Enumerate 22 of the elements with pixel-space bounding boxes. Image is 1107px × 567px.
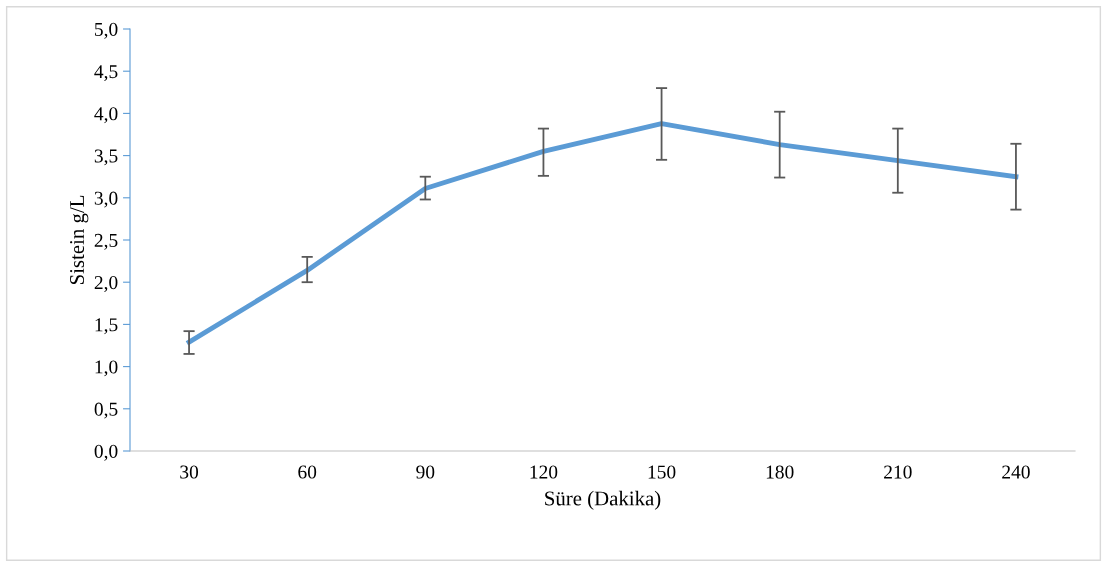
y-tick-label: 3,5 [94, 149, 118, 166]
y-tick-label: 5,0 [95, 22, 118, 39]
y-tick-label: 3,0 [94, 191, 118, 208]
y-tick-label: 0,5 [94, 402, 118, 419]
line-series [186, 121, 1019, 345]
y-tick-label: 2,5 [94, 233, 118, 250]
y-tick-label: 1,5 [95, 318, 118, 335]
x-tick-label: 30 [180, 465, 199, 479]
x-tick-label: 90 [416, 465, 435, 479]
x-tick-label: 60 [298, 465, 317, 479]
y-tick-label: 1,0 [95, 360, 118, 377]
y-axis-title: Sistein g/L [70, 195, 89, 285]
x-tick-label: 180 [766, 465, 794, 479]
y-tick-label: 2,0 [94, 276, 118, 292]
x-axis-title: Süre (Dakika) [545, 490, 661, 510]
y-tick-label: 0,0 [94, 444, 118, 461]
y-tick-label: 4,5 [94, 65, 118, 81]
y-tick-label: 4,0 [94, 107, 118, 124]
x-tick-label: 150 [648, 465, 676, 479]
x-tick-label: 210 [884, 465, 912, 479]
x-tick-label: 240 [1002, 465, 1030, 479]
x-tick-label: 120 [530, 465, 558, 479]
